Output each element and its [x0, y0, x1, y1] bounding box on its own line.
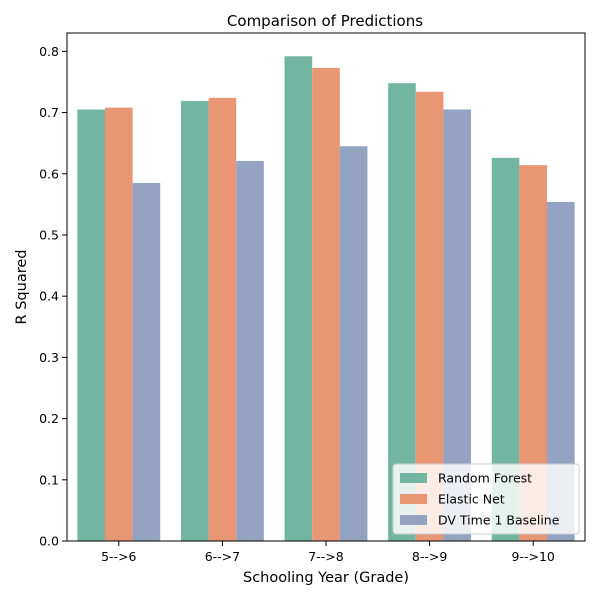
y-tick-label: 0.1 — [39, 472, 59, 487]
y-axis: 0.0 0.1 0.2 0.3 0.4 0.5 0.6 0.7 0.8 — [39, 44, 67, 549]
bar-0-2 — [284, 56, 313, 541]
plot-frame — [66, 32, 586, 542]
x-tick-label: 7-->8 — [308, 549, 343, 564]
bar-1-1 — [208, 97, 237, 541]
x-axis: 5-->6 6-->7 7-->8 8-->9 9-->10 — [101, 541, 555, 564]
bar-1-2 — [312, 67, 340, 541]
legend-swatch-1 — [400, 494, 427, 504]
y-axis-label: R Squared — [14, 250, 30, 325]
x-tick-label: 6-->7 — [205, 549, 240, 564]
bar-1-0 — [104, 107, 133, 542]
y-tick-label: 0.5 — [39, 227, 59, 242]
x-tick-label: 9-->10 — [512, 549, 555, 564]
y-tick-label: 0.2 — [39, 411, 59, 426]
bar-2-1 — [236, 160, 264, 541]
bar-2-2 — [339, 146, 368, 541]
y-tick-label: 0.4 — [39, 289, 59, 304]
x-tick-label: 8-->9 — [412, 549, 447, 564]
legend-box — [392, 463, 580, 535]
bar-0-1 — [180, 100, 209, 541]
y-tick-label: 0.3 — [39, 350, 59, 365]
bar-2-0 — [132, 182, 161, 541]
y-tick-label: 0.6 — [39, 166, 59, 181]
legend-label-0: Random Forest — [438, 471, 532, 486]
x-axis-label: Schooling Year (Grade) — [243, 570, 409, 586]
legend-label-2: DV Time 1 Baseline — [438, 513, 560, 528]
legend-swatch-0 — [400, 473, 427, 483]
legend-swatch-2 — [400, 515, 427, 525]
bar-0-0 — [77, 109, 105, 541]
x-tick-label: 5-->6 — [101, 549, 136, 564]
y-tick-label: 0.8 — [39, 44, 59, 59]
y-tick-label: 0.0 — [39, 534, 59, 549]
legend-label-1: Elastic Net — [438, 492, 505, 507]
y-tick-label: 0.7 — [39, 105, 59, 120]
legend: Random Forest Elastic Net DV Time 1 Baseli… — [392, 463, 580, 535]
chart-title: Comparison of Predictions — [227, 12, 423, 30]
